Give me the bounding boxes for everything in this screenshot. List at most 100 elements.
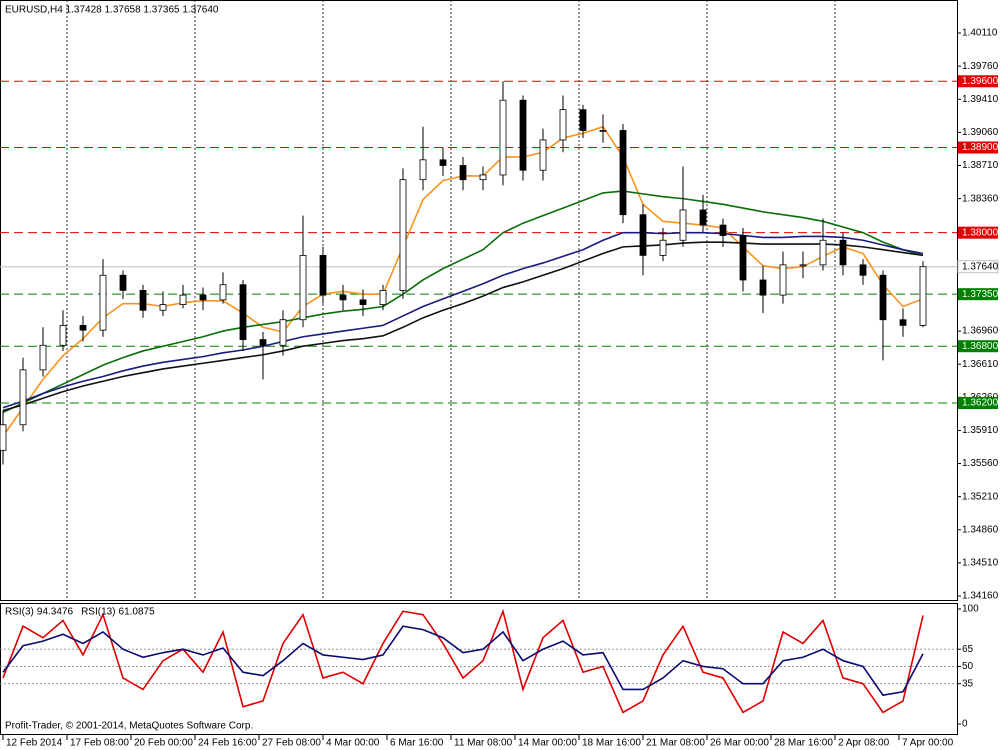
candle-body <box>319 254 327 296</box>
candle-body <box>59 325 67 346</box>
candle-body <box>359 299 367 305</box>
candle-body <box>99 274 107 331</box>
legend-value: 61.0875 <box>119 607 156 618</box>
y-tick-label: 1.35210 <box>962 491 999 502</box>
candle-body <box>699 209 707 226</box>
x-tick-label: 14 Mar 00:00 <box>518 738 577 749</box>
candle-body <box>719 224 727 236</box>
candle-body <box>639 214 647 256</box>
level-label: 1.36200 <box>962 398 999 409</box>
candle-body <box>19 369 27 426</box>
x-tick-label: 11 Mar 08:00 <box>454 738 513 749</box>
x-tick-label: 17 Feb 08:00 <box>70 738 129 749</box>
x-tick-label: 21 Mar 08:00 <box>646 738 705 749</box>
candle-body <box>659 239 667 256</box>
y-tick-label: 1.39060 <box>962 127 999 138</box>
line-series <box>2 231 924 409</box>
y-tick-label: 65 <box>962 644 974 655</box>
candle-body <box>859 264 867 276</box>
y-tick-label: 50 <box>962 661 974 672</box>
candle-body <box>519 99 527 171</box>
legend-value: 94.3476 <box>37 607 74 618</box>
candle-body <box>739 235 747 281</box>
candle-body <box>679 209 687 241</box>
candle-body <box>339 294 347 301</box>
line-series <box>2 190 924 414</box>
candle-body <box>259 339 267 346</box>
legend-name: RSI(3) <box>5 607 34 618</box>
y-tick-label: 100 <box>962 604 979 615</box>
candle-body <box>479 174 487 181</box>
candle-body <box>819 239 827 266</box>
y-tick-label: 1.39760 <box>962 61 999 72</box>
candle-body <box>599 130 607 132</box>
y-tick-label: 1.35560 <box>962 458 999 469</box>
candle-body <box>879 274 887 321</box>
candle-body <box>139 289 147 311</box>
y-tick-label: 35 <box>962 678 974 689</box>
level-label: 1.38900 <box>962 142 999 153</box>
candle-body <box>79 325 87 331</box>
y-tick-label: 1.38710 <box>962 160 999 171</box>
candle-body <box>579 109 587 131</box>
candle-body <box>199 294 207 301</box>
level-box <box>958 288 998 301</box>
candle-body <box>839 239 847 266</box>
candle-body <box>179 294 187 305</box>
y-tick-label: 1.36960 <box>962 326 999 337</box>
candle-body <box>119 274 127 291</box>
candle-body <box>919 266 927 326</box>
x-tick-label: 24 Feb 16:00 <box>198 738 257 749</box>
candle-body <box>159 304 167 311</box>
level-box <box>958 396 998 409</box>
candle-body <box>219 284 227 301</box>
level-box <box>958 75 998 88</box>
candle-body <box>759 279 767 296</box>
legend-name: RSI(13) <box>81 607 115 618</box>
y-tick-label: 1.34860 <box>962 524 999 535</box>
x-tick-label: 4 Mar 00:00 <box>326 738 380 749</box>
line-series <box>2 608 924 714</box>
line-series <box>2 241 924 412</box>
candle-body <box>439 159 447 166</box>
x-tick-label: 6 Mar 16:00 <box>390 738 444 749</box>
x-tick-label: 27 Feb 08:00 <box>262 738 321 749</box>
last-price-box <box>957 260 999 274</box>
x-tick-label: 2 Apr 08:00 <box>838 738 890 749</box>
candle-body <box>539 139 547 171</box>
x-tick-label: 28 Mar 16:00 <box>774 738 833 749</box>
y-tick-label: 0 <box>962 719 968 730</box>
y-tick-label: 1.36610 <box>962 359 999 370</box>
last-price-label: 1.37640 <box>962 261 999 272</box>
candle-body <box>239 284 247 340</box>
x-tick-label: 20 Feb 00:00 <box>134 738 193 749</box>
y-tick-label: 1.35910 <box>962 425 999 436</box>
candle-body <box>559 109 567 141</box>
footer: Profit-Trader, © 2001-2014, MetaQuotes S… <box>5 721 253 732</box>
candle-body <box>799 264 807 267</box>
candle-body <box>779 264 787 296</box>
candle-body <box>899 319 907 326</box>
y-tick-label: 1.34160 <box>962 591 999 602</box>
candle-body <box>279 319 287 346</box>
y-tick-label: 1.40110 <box>962 28 998 39</box>
level-box <box>958 340 998 353</box>
level-label: 1.36800 <box>962 341 999 352</box>
price-panel <box>0 0 958 601</box>
candle-body <box>499 99 507 176</box>
x-tick-label: 12 Feb 2014 <box>6 738 63 749</box>
candle-body <box>379 289 387 305</box>
level-label: 1.39600 <box>962 76 999 87</box>
rsi-panel <box>0 603 958 735</box>
y-tick-label: 1.39410 <box>962 94 999 105</box>
candle-body <box>399 179 407 291</box>
header: EURUSD,H4 1.37428 1.37658 1.37365 1.3764… <box>5 5 219 16</box>
level-box <box>958 226 998 239</box>
candle-body <box>459 165 467 181</box>
level-label: 1.38000 <box>962 227 999 238</box>
x-tick-label: 18 Mar 16:00 <box>582 738 641 749</box>
level-label: 1.37350 <box>962 289 999 300</box>
candle-body <box>299 254 307 321</box>
